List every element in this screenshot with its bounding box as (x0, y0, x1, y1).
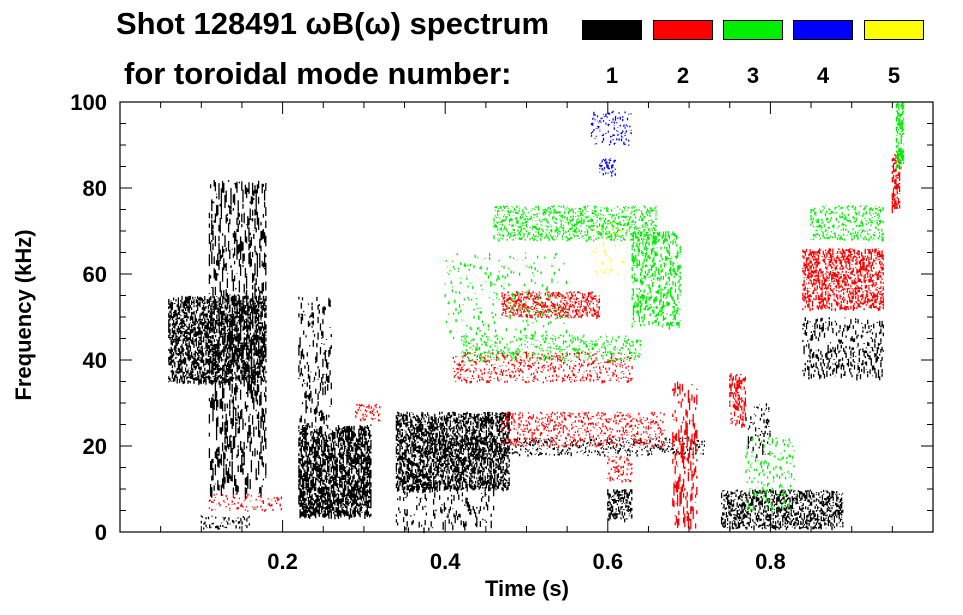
mode-n1-region-5 (395, 411, 510, 494)
mode-n5-region-31 (590, 222, 625, 276)
y-axis-label: Frequency (kHz) (11, 229, 36, 400)
mode-n3-region-25 (810, 205, 884, 242)
x-axis-label: Time (s) (485, 576, 569, 601)
axes: 0.2 0.4 0.6 0.8 0 20 40 60 80 100 (70, 90, 934, 574)
mode-n1-region-3 (298, 424, 372, 520)
mode-n2-region-19 (355, 403, 381, 422)
y-tick-label: 80 (83, 176, 107, 201)
legend-label-n2: 2 (676, 63, 690, 88)
y-tick-label: 40 (83, 348, 107, 373)
mode-n3-region-27 (444, 252, 568, 342)
mode-n2-region-18 (729, 373, 747, 428)
mode-n2-region-12 (501, 291, 600, 320)
mode-n3-region-28 (745, 437, 795, 513)
spectrogram-data-layer (168, 102, 905, 534)
mode-n1-region-9 (720, 489, 844, 531)
mode-n4-region-30 (599, 158, 616, 177)
mode-n1-region-11 (745, 403, 771, 459)
y-tick-label: 60 (83, 262, 107, 287)
y-tick-label: 0 (95, 520, 107, 545)
mode-n3-region-22 (493, 205, 657, 242)
mode-n2-region-16 (891, 154, 901, 214)
mode-n3-region-23 (631, 231, 681, 330)
legend-swatch-n4 (793, 20, 853, 40)
mode-n4-region-29 (590, 110, 632, 146)
legend-swatch-n1 (582, 20, 642, 40)
legend-swatch-n2 (653, 20, 713, 40)
legend-swatch-n3 (723, 20, 783, 40)
legend-label-n4: 4 (816, 63, 830, 88)
mode-n2-region-21 (607, 455, 633, 483)
chart-title-line-2: for toroidal mode number: (124, 56, 512, 91)
y-tick-label: 100 (70, 90, 107, 115)
x-tick-label: 0.4 (430, 549, 461, 574)
mode-n2-region-13 (452, 351, 633, 384)
y-tick-label: 20 (83, 434, 107, 459)
legend-swatch-n5 (864, 20, 924, 40)
x-tick-label: 0.8 (755, 549, 786, 574)
legend-label-n5: 5 (887, 63, 901, 88)
mode-n1-region-10 (802, 317, 884, 381)
legend-label-n3: 3 (746, 63, 760, 88)
mode-n3-region-26 (895, 102, 905, 170)
x-tick-label: 0.6 (593, 549, 624, 574)
mode-n1-region-4 (298, 296, 332, 430)
chart-title-line-1: Shot 128491 ωB(ω) spectrum (116, 6, 550, 41)
mode-n2-region-14 (501, 411, 665, 448)
mode-n2-region-20 (208, 493, 283, 512)
legend-label-n1: 1 (605, 63, 619, 88)
mode-n2-region-15 (802, 248, 884, 312)
mode-n1-region-6 (395, 480, 495, 534)
mode-n1-region-2 (200, 515, 250, 530)
x-tick-label: 0.2 (267, 549, 298, 574)
mode-n2-region-17 (672, 381, 698, 530)
mode-n1-region-8 (607, 489, 633, 523)
mode-n1-region-1 (208, 180, 267, 500)
